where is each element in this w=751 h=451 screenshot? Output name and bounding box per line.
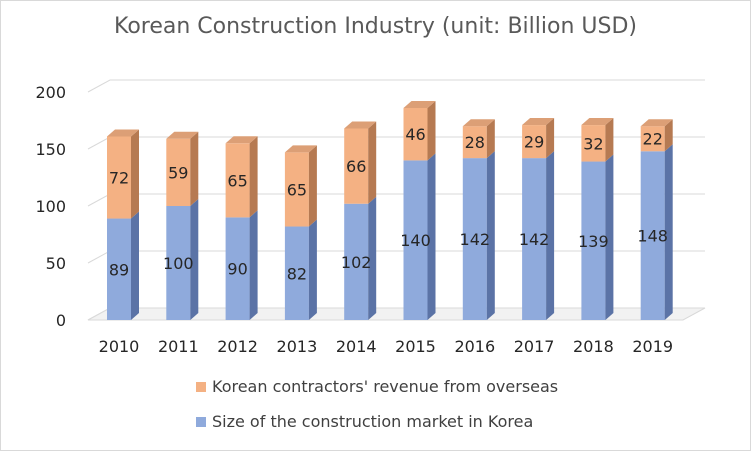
bar-domestic xyxy=(225,210,258,320)
bar-overseas xyxy=(581,118,614,162)
bar-overseas xyxy=(344,121,377,204)
x-tick-label: 2011 xyxy=(158,337,199,356)
data-label-overseas: 29 xyxy=(524,133,544,152)
data-label-domestic: 102 xyxy=(341,253,372,272)
x-tick-label: 2016 xyxy=(454,337,495,356)
bar-overseas xyxy=(225,136,258,218)
data-label-overseas: 72 xyxy=(109,169,129,188)
bar-overseas xyxy=(166,131,199,206)
bar-overseas xyxy=(107,129,139,219)
bar-overseas xyxy=(522,118,555,159)
x-tick-label: 2019 xyxy=(632,337,673,356)
data-label-domestic: 139 xyxy=(578,232,609,251)
bar-domestic xyxy=(284,219,317,320)
legend-label-overseas: Korean contractors' revenue from oversea… xyxy=(212,377,559,396)
bar-overseas xyxy=(284,145,317,227)
y-tick-label: 50 xyxy=(46,254,66,273)
bars: 89 72 100 59 90 65 82 65 102 66 140 46 142 28 142 29 139… xyxy=(107,100,673,320)
x-tick-label: 2013 xyxy=(277,337,318,356)
data-label-overseas: 65 xyxy=(227,171,247,190)
legend-item-overseas: Korean contractors' revenue from oversea… xyxy=(196,377,558,396)
data-label-overseas: 28 xyxy=(465,133,485,152)
bar-domestic xyxy=(166,199,199,320)
legend-label-domestic: Size of the construction market in Korea xyxy=(212,412,534,431)
chart-title: Korean Construction Industry (unit: Bill… xyxy=(113,14,637,39)
data-label-overseas: 32 xyxy=(583,134,603,153)
y-tick-label: 100 xyxy=(35,197,66,216)
legend-item-domestic: Size of the construction market in Korea xyxy=(196,412,533,431)
x-tick-label: 2014 xyxy=(336,337,377,356)
bar-domestic xyxy=(581,154,614,320)
legend-swatch-domestic xyxy=(196,416,206,427)
bar-domestic xyxy=(344,196,377,320)
data-label-domestic: 89 xyxy=(109,260,129,279)
bar-overseas xyxy=(403,100,436,161)
bar-overseas xyxy=(462,119,495,159)
gridline xyxy=(87,79,705,93)
x-axis-ticks: 2010 2011 2012 2013 2014 2015 2016 2017 2018 2019 xyxy=(99,337,673,356)
data-label-domestic: 142 xyxy=(519,230,550,249)
data-label-overseas: 59 xyxy=(168,163,188,182)
y-tick-label: 150 xyxy=(35,140,66,159)
bar-domestic xyxy=(640,144,673,320)
data-label-domestic: 148 xyxy=(637,227,668,246)
data-label-domestic: 140 xyxy=(400,231,431,250)
x-tick-label: 2012 xyxy=(217,337,258,356)
x-tick-label: 2017 xyxy=(514,337,555,356)
bar-overseas xyxy=(640,119,673,152)
bar-domestic xyxy=(403,153,436,320)
data-label-overseas: 66 xyxy=(346,157,366,176)
y-tick-label: 0 xyxy=(56,311,66,330)
x-tick-label: 2018 xyxy=(573,337,614,356)
y-axis-ticks: 0 50 100 150 200 xyxy=(35,83,66,330)
data-label-overseas: 22 xyxy=(643,130,663,149)
bar-domestic xyxy=(462,151,495,320)
x-tick-label: 2010 xyxy=(99,337,140,356)
data-label-domestic: 142 xyxy=(460,230,491,249)
y-tick-label: 200 xyxy=(35,83,66,102)
data-label-domestic: 82 xyxy=(287,264,307,283)
legend-swatch-overseas xyxy=(196,381,206,392)
data-label-overseas: 46 xyxy=(405,125,425,144)
data-label-domestic: 90 xyxy=(227,260,247,279)
bar-domestic xyxy=(522,151,555,320)
data-label-overseas: 65 xyxy=(287,180,307,199)
x-tick-label: 2015 xyxy=(395,337,436,356)
data-label-domestic: 100 xyxy=(163,254,194,273)
bar-domestic xyxy=(107,211,139,320)
